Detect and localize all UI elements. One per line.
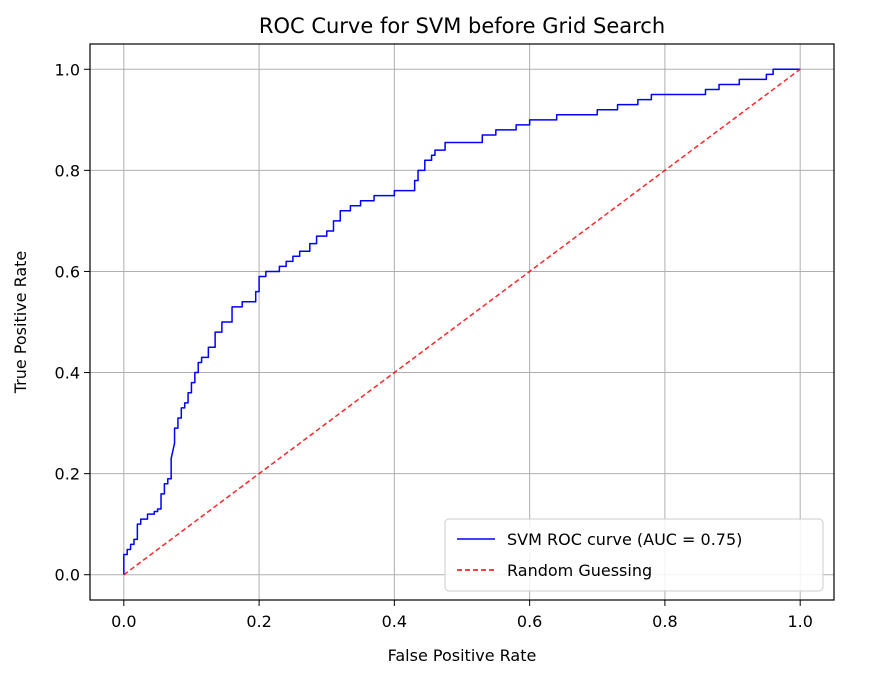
legend: SVM ROC curve (AUC = 0.75) Random Guessin… bbox=[444, 518, 824, 592]
y-tick-label: 0.6 bbox=[55, 262, 80, 281]
y-tick-label: 0.4 bbox=[55, 364, 80, 383]
svm-roc-curve bbox=[123, 68, 801, 575]
random-guessing-line bbox=[123, 68, 801, 576]
y-tick-label: 0.2 bbox=[55, 465, 80, 484]
y-axis-label: True Positive Rate bbox=[11, 251, 30, 395]
x-tick-label: 0.0 bbox=[111, 612, 136, 631]
legend-box bbox=[444, 518, 824, 592]
y-tick-label: 0.8 bbox=[55, 161, 80, 180]
x-tick-label: 0.6 bbox=[517, 612, 542, 631]
x-tick-label: 0.4 bbox=[382, 612, 407, 631]
legend-label: Random Guessing bbox=[507, 561, 652, 580]
x-tick-label: 0.2 bbox=[246, 612, 271, 631]
series-layer bbox=[123, 68, 801, 576]
plot-frame bbox=[89, 43, 835, 601]
x-axis-label: False Positive Rate bbox=[388, 646, 537, 665]
x-tick-label: 0.8 bbox=[652, 612, 677, 631]
ticks-layer: 0.0 0.2 0.4 0.6 0.8 1.0 0.0 0.2 0.4 0.6 0.8 1.0 bbox=[55, 60, 813, 631]
legend-label: SVM ROC curve (AUC = 0.75) bbox=[507, 530, 742, 549]
grid-layer bbox=[90, 44, 834, 600]
chart-title: ROC Curve for SVM before Grid Search bbox=[259, 14, 665, 38]
y-tick-label: 1.0 bbox=[55, 60, 80, 79]
y-tick-label: 0.0 bbox=[55, 566, 80, 585]
x-tick-label: 1.0 bbox=[787, 612, 812, 631]
